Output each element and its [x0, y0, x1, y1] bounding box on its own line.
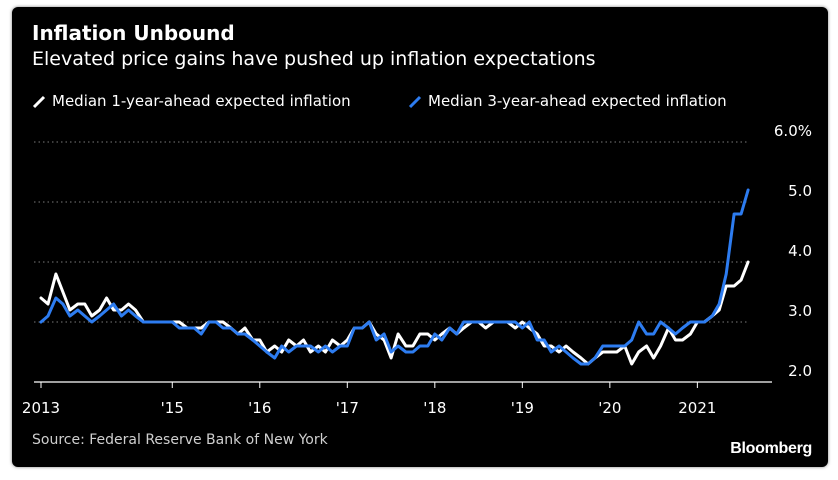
legend-swatch-3-year: [408, 95, 422, 108]
legend-swatch-1-year: [32, 95, 46, 108]
series-line-3-year: [39, 188, 750, 366]
y-tick-label-3: 5.0: [788, 182, 812, 200]
x-tick-label-6: '20: [598, 399, 621, 417]
y-tick-label-1: 3.0: [788, 302, 812, 320]
chart-subtitle: Elevated price gains have pushed up infl…: [32, 48, 596, 70]
legend-label-3-year: Median 3-year-ahead expected inflation: [428, 92, 727, 110]
y-tick-label-0: 2.0: [788, 362, 812, 380]
line-chart-plot: 2.0 3.0 4.0 5.0 6.0% 2013 '15 '16 '17 '18 '19 '20 20…: [22, 122, 812, 417]
x-tick-label-7: 2021: [678, 399, 716, 417]
bloomberg-logo: Bloomberg: [730, 440, 812, 457]
legend-label-1-year: Median 1-year-ahead expected inflation: [52, 92, 351, 110]
legend-item-3-year: Median 3-year-ahead expected inflation: [408, 92, 727, 110]
chart-card: Inflation Unbound Elevated price gains h…: [12, 7, 828, 467]
chart-title: Inflation Unbound: [32, 21, 235, 45]
x-tick-label-0: 2013: [22, 399, 60, 417]
legend-item-1-year: Median 1-year-ahead expected inflation: [32, 92, 351, 110]
x-tick-label-5: '19: [511, 399, 534, 417]
source-note: Source: Federal Reserve Bank of New York: [32, 432, 328, 448]
y-tick-label-2: 4.0: [788, 242, 812, 260]
x-tick-label-1: '15: [161, 399, 184, 417]
x-tick-label-3: '17: [336, 399, 359, 417]
x-tick-label-4: '18: [423, 399, 446, 417]
x-tick-label-2: '16: [248, 399, 271, 417]
y-tick-label-4: 6.0%: [774, 122, 812, 140]
